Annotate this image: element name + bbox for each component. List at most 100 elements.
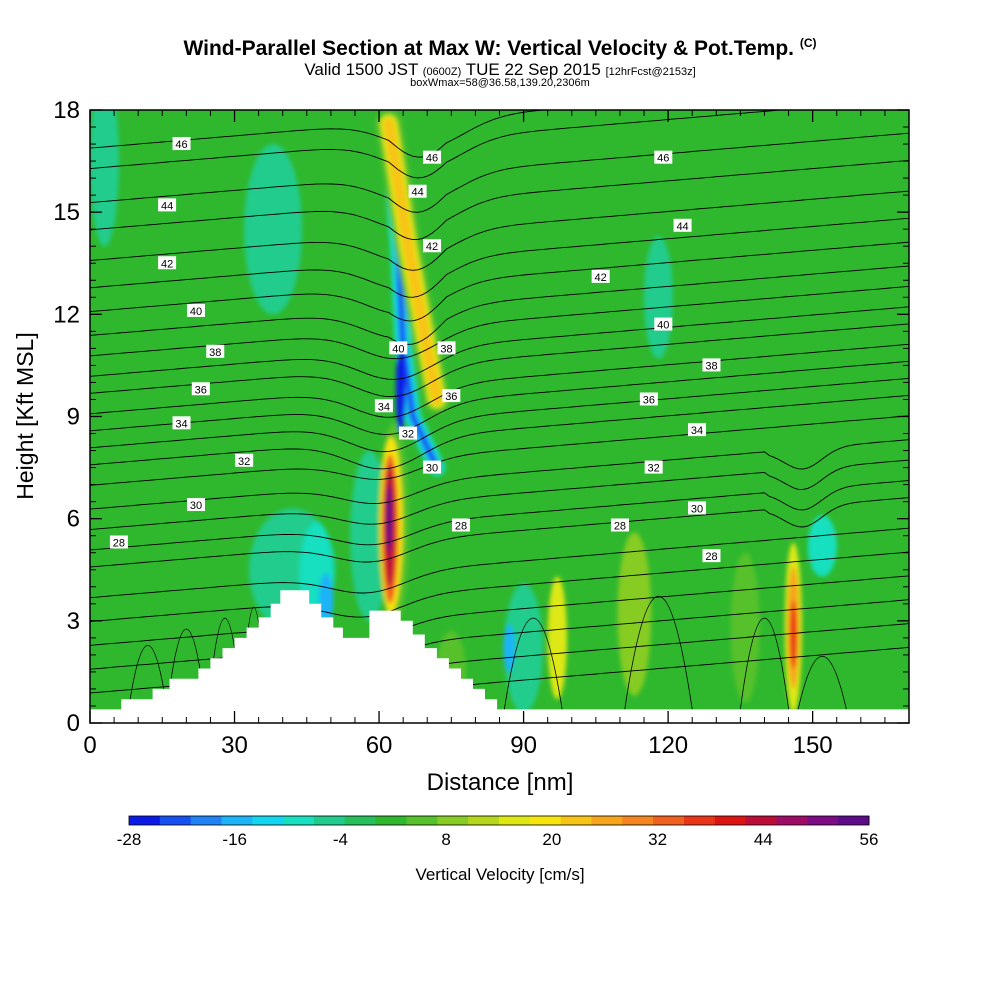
- contour-label-text: 36: [445, 391, 457, 403]
- potential-temperature-contours: [90, 110, 909, 718]
- contour-label: 28: [702, 549, 721, 563]
- colorbar-swatch: [252, 816, 284, 825]
- valid-date: TUE 22 Sep 2015: [465, 60, 601, 79]
- theta-contour: [90, 377, 909, 453]
- contour-label-text: 36: [195, 384, 207, 396]
- theta-contour: [90, 575, 909, 646]
- y-tick-label: 12: [53, 301, 80, 328]
- colorbar-swatch: [560, 816, 592, 825]
- contour-label-bg: [109, 535, 128, 549]
- contour-label-text: 28: [614, 520, 626, 532]
- colorbar-swatch: [190, 816, 222, 825]
- contour-label: 38: [206, 344, 225, 359]
- contour-label: 32: [398, 426, 417, 441]
- contour-label-bg: [437, 341, 456, 355]
- contour-label-bg: [688, 423, 707, 437]
- theta-contour: [90, 217, 909, 298]
- forecast-info: [12hrFcst@2153z]: [605, 66, 696, 78]
- colorbar-tick-label: -16: [222, 830, 247, 849]
- x-axis-label: Distance [nm]: [427, 769, 574, 796]
- contour-label-bg: [389, 341, 408, 355]
- contour-label-bg: [442, 389, 461, 403]
- contour-label-text: 34: [378, 401, 390, 413]
- contour-label-bg: [702, 549, 721, 563]
- contour-label-bg: [688, 501, 707, 515]
- colorbar-swatch: [745, 816, 777, 825]
- contour-label-text: 46: [426, 153, 438, 165]
- velocity-cell: [807, 515, 837, 577]
- theta-contour: [90, 285, 909, 360]
- colorbar-tick-label: 20: [542, 830, 561, 849]
- contour-label: 44: [673, 218, 692, 233]
- colorbar-tick-label: -4: [333, 830, 348, 849]
- colorbar-swatch: [529, 816, 562, 825]
- chart-title-text: Wind-Parallel Section at Max W: Vertical…: [183, 37, 794, 60]
- contour-label-text: 40: [657, 320, 669, 332]
- contour-label: 44: [408, 184, 427, 199]
- contour-label-bg: [186, 498, 205, 512]
- theta-contour: [90, 415, 909, 486]
- theta-contour: [90, 394, 909, 470]
- contour-label-text: 46: [657, 153, 669, 165]
- colorbar-swatch: [714, 816, 747, 825]
- y-tick-label: 0: [67, 710, 80, 737]
- theta-contour: [90, 323, 909, 398]
- contour-label-bg: [423, 239, 442, 253]
- contour-label: 42: [158, 256, 177, 270]
- colorbar-swatch: [591, 816, 623, 825]
- contour-label-bg: [191, 382, 210, 396]
- copyright-mark: (C): [799, 36, 817, 50]
- contour-label: 34: [374, 399, 393, 413]
- contour-label-text: 32: [648, 463, 660, 475]
- colorbar-swatch: [283, 816, 315, 825]
- contour-label-bg: [644, 460, 663, 474]
- contour-label: 46: [654, 150, 673, 165]
- x-tick-label: 90: [510, 732, 537, 759]
- contour-label-bg: [398, 426, 417, 440]
- colorbar-label: Vertical Velocity [cm/s]: [415, 865, 584, 884]
- contour-label-text: 30: [691, 503, 703, 515]
- contour-label-bg: [186, 303, 205, 317]
- contour-label-text: 44: [161, 200, 173, 212]
- contour-label: 34: [688, 423, 707, 437]
- contour-label-bg: [408, 184, 427, 198]
- x-tick-label: 30: [221, 732, 248, 759]
- velocity-cell: [617, 532, 652, 696]
- colorbar-swatch: [406, 816, 438, 825]
- contour-label-text: 38: [705, 360, 717, 372]
- contour-label-bg: [654, 150, 673, 164]
- contour-label-text: 42: [595, 272, 607, 284]
- contour-label: 42: [591, 269, 610, 284]
- contour-label: 40: [186, 303, 205, 318]
- theta-contour: [90, 190, 909, 271]
- theta-contour-arc: [797, 656, 847, 710]
- x-tick-label: 60: [366, 732, 393, 759]
- contour-label-text: 38: [209, 347, 221, 359]
- theta-contour: [90, 360, 909, 435]
- contour-label: 28: [451, 518, 470, 532]
- downdraft-core: [395, 344, 406, 434]
- theta-contour: [90, 306, 909, 380]
- contour-label: 36: [191, 382, 210, 396]
- x-tick-label: 150: [793, 732, 833, 759]
- contour-label-text: 28: [455, 520, 467, 532]
- colorbar-swatch: [807, 816, 839, 825]
- theta-contour: [90, 527, 909, 599]
- colorbar-swatch: [159, 816, 192, 825]
- contour-label: 28: [610, 518, 629, 532]
- contour-label-text: 34: [175, 418, 187, 430]
- y-tick-label: 18: [53, 97, 80, 124]
- x-tick-label: 120: [648, 732, 688, 759]
- contour-label-text: 28: [705, 551, 717, 563]
- colorbar-tick-label: 44: [754, 830, 773, 849]
- y-axis-label: Height [Kft MSL]: [12, 332, 38, 499]
- contour-labels: 46 44 42 40 38 36 34 32 30 28 46 44 42 40 38 36 34 32 30 28…: [109, 137, 721, 563]
- colorbar-swatch: [622, 816, 654, 825]
- contour-label-text: 38: [440, 343, 452, 355]
- colorbar-swatch: [776, 816, 808, 825]
- contour-label-text: 28: [113, 538, 125, 550]
- contour-label: 36: [442, 389, 461, 403]
- velocity-cell: [503, 624, 515, 672]
- colorbar-swatch: [838, 816, 870, 825]
- colorbar-tick-label: 8: [441, 830, 450, 849]
